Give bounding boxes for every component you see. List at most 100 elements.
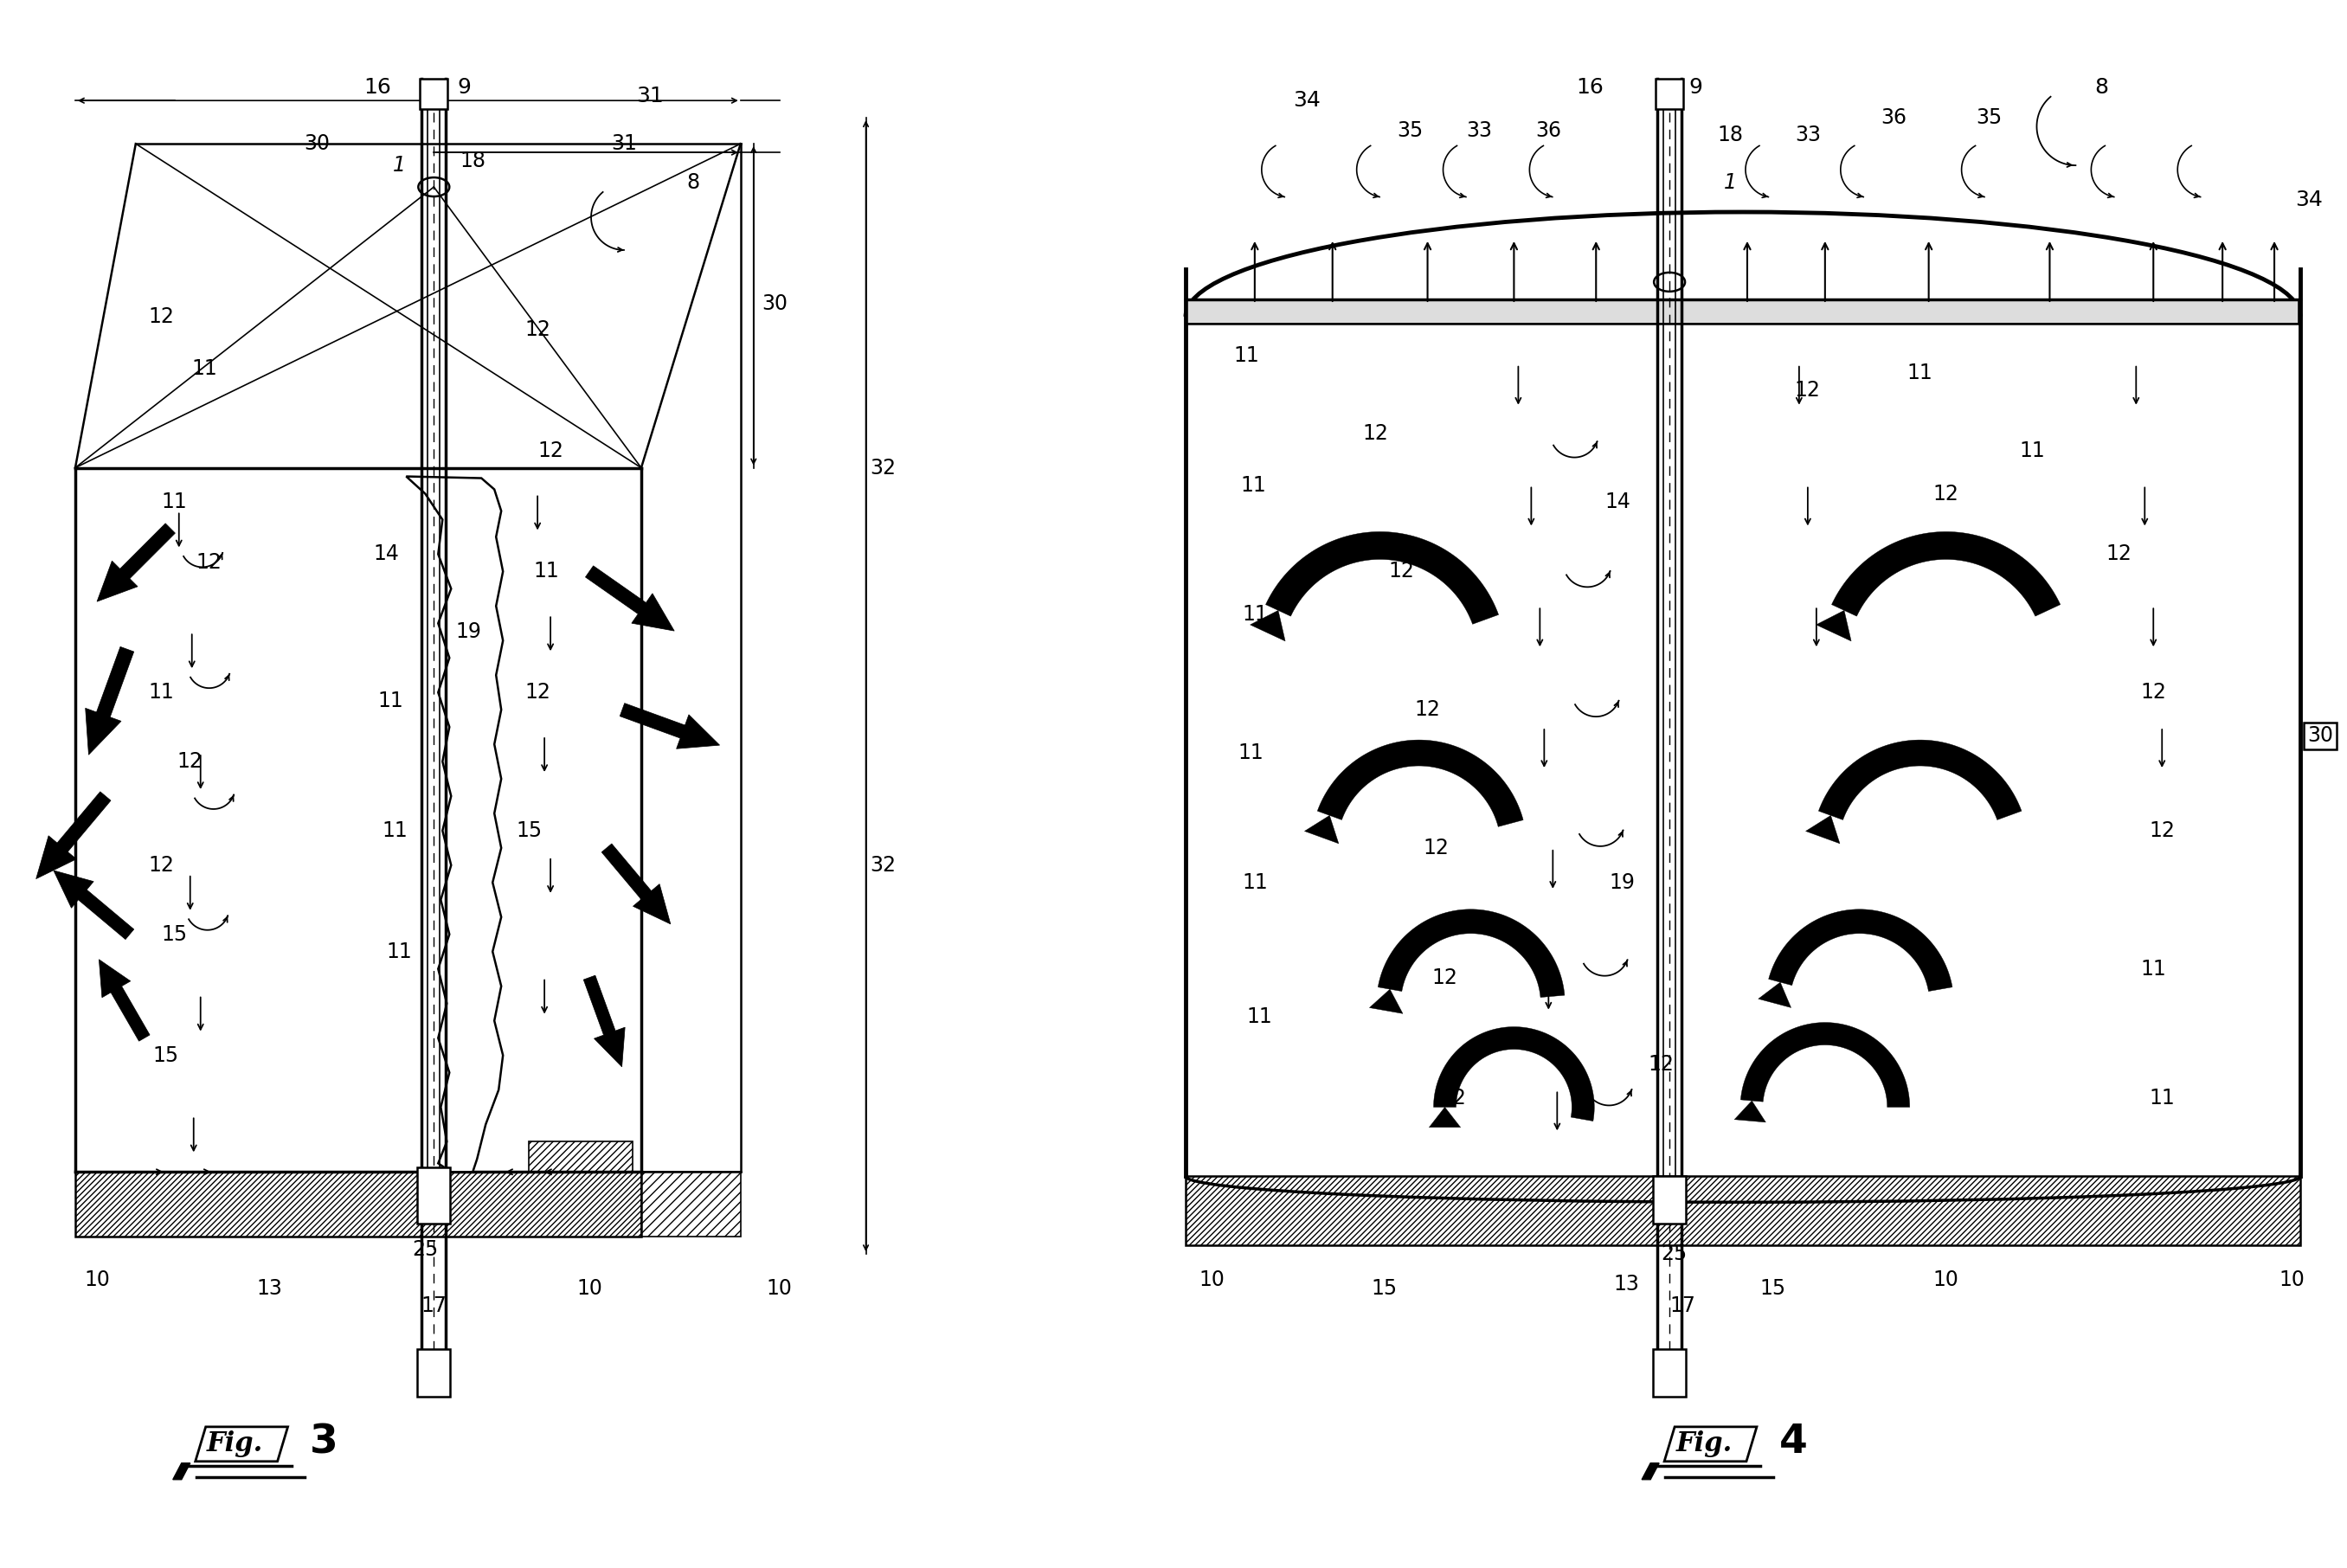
- Text: 10: 10: [2279, 1270, 2305, 1290]
- Text: 8: 8: [2094, 77, 2108, 97]
- Text: 15: 15: [516, 820, 542, 840]
- Text: 34: 34: [2295, 190, 2324, 210]
- Text: 12: 12: [1422, 837, 1448, 858]
- Text: 11: 11: [192, 358, 218, 379]
- Bar: [418, 1168, 451, 1223]
- Text: 19: 19: [1610, 872, 1636, 892]
- Polygon shape: [35, 792, 110, 878]
- Text: 10: 10: [1934, 1270, 1960, 1290]
- Text: 31: 31: [636, 86, 664, 107]
- Text: 15: 15: [153, 1044, 178, 1066]
- Text: 14: 14: [373, 544, 399, 564]
- Text: 11: 11: [2018, 441, 2044, 461]
- Text: 12: 12: [1432, 967, 1457, 988]
- Polygon shape: [620, 702, 721, 750]
- Text: 12: 12: [197, 552, 223, 574]
- Text: 1: 1: [392, 155, 406, 176]
- Text: 30: 30: [305, 133, 331, 154]
- Text: 12: 12: [148, 306, 174, 328]
- Text: 32: 32: [871, 458, 897, 478]
- Polygon shape: [601, 844, 671, 924]
- Text: 10: 10: [84, 1270, 110, 1290]
- Text: 12: 12: [178, 751, 204, 771]
- Text: 12: 12: [1364, 423, 1389, 444]
- Polygon shape: [1664, 1427, 1758, 1461]
- Text: 12: 12: [148, 855, 174, 875]
- Polygon shape: [1817, 610, 1852, 641]
- Polygon shape: [1831, 532, 2061, 616]
- Polygon shape: [1643, 1463, 1659, 1480]
- Text: 9: 9: [458, 77, 472, 97]
- Text: 11: 11: [378, 690, 404, 712]
- Text: 8: 8: [688, 172, 699, 193]
- Bar: [418, 1348, 451, 1397]
- Text: 11: 11: [383, 820, 408, 840]
- Text: 25: 25: [413, 1239, 439, 1261]
- Text: 18: 18: [1718, 125, 1744, 146]
- Text: 30: 30: [2307, 726, 2333, 746]
- Polygon shape: [1251, 610, 1286, 641]
- Text: 11: 11: [387, 941, 413, 963]
- Text: 16: 16: [364, 77, 392, 97]
- Text: 12: 12: [1795, 379, 1821, 400]
- Polygon shape: [1741, 1022, 1910, 1107]
- Text: 11: 11: [2140, 958, 2166, 980]
- Polygon shape: [584, 975, 624, 1066]
- Polygon shape: [584, 566, 674, 630]
- Text: 35: 35: [1396, 121, 1422, 141]
- Text: 10: 10: [577, 1278, 603, 1298]
- Bar: [1652, 1176, 1685, 1223]
- Text: 36: 36: [1535, 121, 1561, 141]
- Text: 1: 1: [1723, 172, 1737, 193]
- Text: 17: 17: [420, 1295, 446, 1316]
- Polygon shape: [1368, 989, 1404, 1013]
- Text: 13: 13: [1612, 1273, 1638, 1295]
- Text: 12: 12: [1934, 483, 1960, 503]
- Polygon shape: [84, 646, 134, 754]
- Text: 33: 33: [1467, 121, 1493, 141]
- Text: 12: 12: [537, 441, 563, 461]
- Text: 4: 4: [1779, 1422, 1807, 1461]
- Polygon shape: [1317, 740, 1523, 826]
- Polygon shape: [1378, 909, 1565, 997]
- Polygon shape: [99, 960, 150, 1041]
- Polygon shape: [1305, 815, 1338, 844]
- Text: 9: 9: [1687, 77, 1702, 97]
- Text: Fig.: Fig.: [1676, 1430, 1732, 1458]
- Text: 11: 11: [2150, 1088, 2176, 1109]
- Text: 12: 12: [1415, 699, 1441, 720]
- Bar: [1652, 1348, 1685, 1397]
- Text: 12: 12: [1648, 1054, 1673, 1074]
- Text: 10: 10: [1199, 1270, 1225, 1290]
- Text: 12: 12: [2140, 682, 2166, 702]
- Polygon shape: [406, 477, 502, 1171]
- Polygon shape: [1819, 740, 2021, 820]
- Text: 11: 11: [1242, 872, 1267, 892]
- Text: 11: 11: [1908, 362, 1934, 383]
- Text: 12: 12: [1441, 1088, 1467, 1109]
- Text: 13: 13: [256, 1278, 282, 1298]
- Text: 14: 14: [1605, 492, 1631, 513]
- Text: 18: 18: [460, 151, 486, 171]
- Text: 12: 12: [1389, 561, 1415, 582]
- Text: 11: 11: [162, 492, 188, 513]
- Polygon shape: [1188, 299, 2298, 323]
- Text: 34: 34: [1293, 91, 1321, 111]
- Polygon shape: [195, 1427, 289, 1461]
- Bar: [420, 78, 448, 110]
- Text: 11: 11: [148, 682, 174, 702]
- Text: 33: 33: [1795, 125, 1821, 146]
- Text: 36: 36: [1882, 108, 1908, 129]
- Text: 15: 15: [1371, 1278, 1396, 1298]
- Polygon shape: [1805, 815, 1840, 844]
- Text: 19: 19: [455, 621, 481, 643]
- Text: 11: 11: [1232, 345, 1258, 365]
- Text: 17: 17: [1669, 1295, 1695, 1316]
- Text: 11: 11: [1237, 743, 1263, 764]
- Text: 12: 12: [2150, 820, 2176, 840]
- Text: 30: 30: [763, 293, 789, 314]
- Polygon shape: [1434, 1027, 1594, 1121]
- Text: 12: 12: [2105, 544, 2131, 564]
- Text: 15: 15: [162, 924, 188, 946]
- Text: 12: 12: [526, 682, 552, 702]
